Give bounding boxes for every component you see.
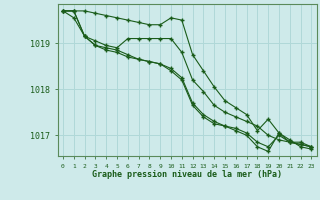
X-axis label: Graphe pression niveau de la mer (hPa): Graphe pression niveau de la mer (hPa)	[92, 170, 282, 179]
